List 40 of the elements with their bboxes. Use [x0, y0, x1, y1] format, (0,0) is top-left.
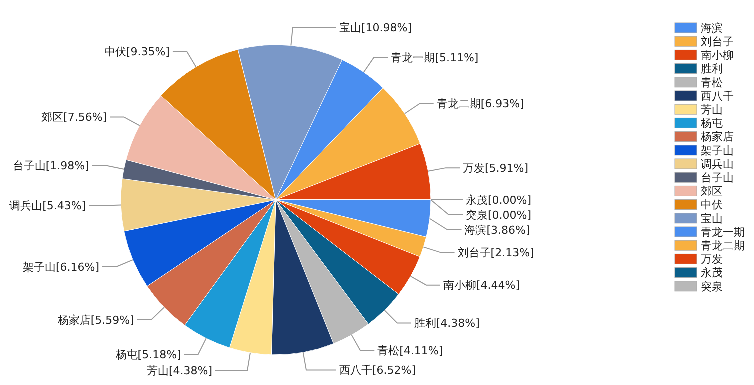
legend-label: 调兵山 — [701, 158, 734, 171]
data-label: 西八千[6.52%] — [340, 364, 416, 378]
legend-label: 青松 — [701, 76, 723, 90]
data-label: 台子山[1.98%] — [12, 160, 90, 173]
legend-label: 胜利 — [701, 62, 723, 76]
data-label: 南小柳[4.44%] — [443, 279, 520, 292]
legend-label: 郊区 — [701, 185, 723, 198]
data-label: 宝山[10.98%] — [340, 22, 412, 35]
legend-label: 西八千 — [701, 90, 734, 103]
legend-label: 青龙一期 — [701, 226, 745, 239]
legend-label: 南小柳 — [701, 49, 734, 62]
data-label: 万发[5.91%] — [463, 162, 529, 175]
data-label: 杨家店[5.59%] — [56, 314, 134, 327]
data-label: 胜利[4.38%] — [414, 317, 480, 330]
legend-label: 杨家店 — [700, 130, 734, 144]
legend-label: 杨屯 — [700, 117, 723, 130]
data-label: 刘台子[2.13%] — [458, 246, 534, 260]
legend-label: 台子山 — [701, 171, 734, 184]
text: 突泉[0.00%] — [466, 208, 532, 222]
data-label: 郊区[7.56%] — [42, 111, 108, 124]
data-label: 青龙一期[5.11%] — [391, 51, 479, 64]
data-label: 架子山[6.16%] — [22, 260, 100, 274]
data-label: 青龙二期[6.93%] — [436, 98, 524, 111]
legend-label: 永茂 — [701, 266, 723, 280]
legend-label: 刘台子 — [701, 35, 734, 48]
data-label: 调兵山[5.43%] — [10, 200, 86, 213]
legend-label: 宝山 — [701, 212, 723, 226]
data-label: 青松[4.11%] — [378, 344, 444, 358]
legend-label: 万发 — [701, 253, 723, 266]
legend-label: 海滨 — [701, 22, 723, 35]
data-label: 杨屯[5.18%] — [114, 348, 182, 362]
legend-label: 架子山 — [701, 144, 734, 158]
data-label: 海滨[3.86%] — [464, 224, 530, 237]
legend-label: 中伏 — [701, 198, 723, 212]
legend-label: 青龙二期 — [701, 239, 745, 252]
legend-label: 芳山 — [701, 103, 723, 116]
legend-label: 突泉 — [701, 280, 723, 294]
text: 永茂[0.00%] — [466, 194, 532, 207]
data-label: 芳山[4.38%] — [146, 364, 212, 378]
data-label: 中伏[9.35%] — [104, 46, 170, 59]
